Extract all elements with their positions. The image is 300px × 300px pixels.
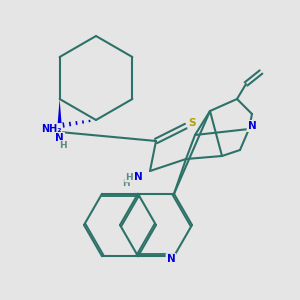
Text: N: N bbox=[248, 121, 256, 131]
Text: N: N bbox=[167, 254, 176, 264]
Text: N: N bbox=[55, 133, 64, 143]
Text: N: N bbox=[134, 172, 142, 182]
Text: NH₂: NH₂ bbox=[41, 124, 61, 134]
Text: H: H bbox=[125, 172, 133, 182]
Polygon shape bbox=[57, 99, 62, 129]
Text: S: S bbox=[188, 118, 196, 128]
Text: H: H bbox=[59, 141, 66, 150]
Text: H: H bbox=[122, 178, 130, 188]
